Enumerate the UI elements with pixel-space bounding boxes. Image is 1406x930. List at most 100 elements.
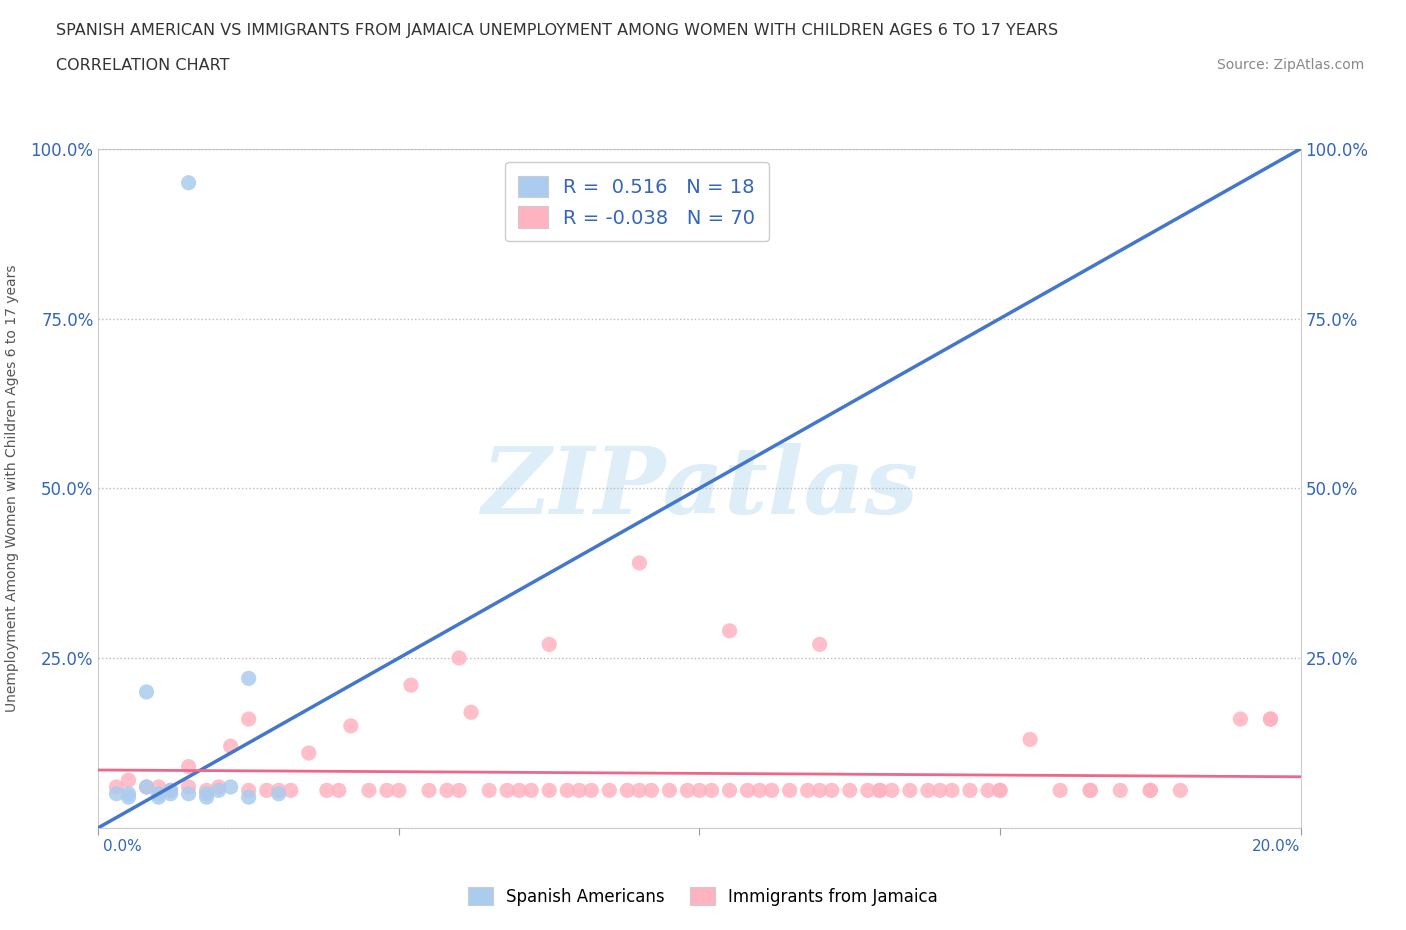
Point — [676, 783, 699, 798]
Point — [117, 773, 139, 788]
Point — [375, 783, 398, 798]
Point — [298, 746, 321, 761]
Point — [105, 779, 128, 794]
Point — [177, 759, 200, 774]
Point — [917, 783, 939, 798]
Point — [616, 783, 638, 798]
Point — [628, 783, 651, 798]
Point — [478, 783, 501, 798]
Point — [267, 787, 290, 802]
Point — [280, 783, 302, 798]
Point — [718, 783, 741, 798]
Point — [135, 779, 157, 794]
Point — [779, 783, 801, 798]
Point — [447, 783, 470, 798]
Point — [929, 783, 952, 798]
Point — [700, 783, 723, 798]
Text: SPANISH AMERICAN VS IMMIGRANTS FROM JAMAICA UNEMPLOYMENT AMONG WOMEN WITH CHILDR: SPANISH AMERICAN VS IMMIGRANTS FROM JAMA… — [56, 23, 1059, 38]
Point — [988, 783, 1011, 798]
Point — [808, 637, 831, 652]
Point — [195, 790, 218, 804]
Point — [135, 779, 157, 794]
Point — [195, 783, 218, 798]
Point — [869, 783, 891, 798]
Point — [328, 783, 350, 798]
Point — [1260, 711, 1282, 726]
Point — [159, 787, 181, 802]
Point — [418, 783, 440, 798]
Point — [959, 783, 981, 798]
Point — [689, 783, 711, 798]
Point — [988, 783, 1011, 798]
Point — [135, 684, 157, 699]
Text: CORRELATION CHART: CORRELATION CHART — [56, 58, 229, 73]
Point — [208, 779, 231, 794]
Text: Source: ZipAtlas.com: Source: ZipAtlas.com — [1216, 58, 1364, 72]
Text: 20.0%: 20.0% — [1253, 839, 1301, 854]
Point — [538, 637, 561, 652]
Point — [555, 783, 578, 798]
Text: 0.0%: 0.0% — [103, 839, 142, 854]
Point — [148, 790, 170, 804]
Point — [148, 787, 170, 802]
Point — [581, 783, 603, 798]
Point — [796, 783, 818, 798]
Point — [737, 783, 759, 798]
Point — [856, 783, 879, 798]
Point — [219, 779, 242, 794]
Point — [208, 783, 231, 798]
Point — [748, 783, 770, 798]
Point — [761, 783, 783, 798]
Point — [898, 783, 921, 798]
Point — [195, 787, 218, 802]
Point — [159, 783, 181, 798]
Point — [508, 783, 530, 798]
Point — [821, 783, 844, 798]
Point — [460, 705, 482, 720]
Point — [238, 783, 260, 798]
Point — [399, 678, 422, 693]
Point — [238, 711, 260, 726]
Legend: R =  0.516   N = 18, R = -0.038   N = 70: R = 0.516 N = 18, R = -0.038 N = 70 — [505, 162, 769, 241]
Point — [148, 779, 170, 794]
Point — [1078, 783, 1101, 798]
Point — [1019, 732, 1042, 747]
Point — [1049, 783, 1071, 798]
Point — [117, 787, 139, 802]
Point — [219, 738, 242, 753]
Point — [718, 623, 741, 638]
Point — [1078, 783, 1101, 798]
Point — [1260, 711, 1282, 726]
Point — [808, 783, 831, 798]
Point — [357, 783, 380, 798]
Point — [315, 783, 337, 798]
Point — [447, 651, 470, 666]
Point — [267, 783, 290, 798]
Point — [520, 783, 543, 798]
Point — [388, 783, 411, 798]
Point — [496, 783, 519, 798]
Point — [177, 779, 200, 794]
Point — [880, 783, 903, 798]
Legend: Spanish Americans, Immigrants from Jamaica: Spanish Americans, Immigrants from Jamai… — [461, 881, 945, 912]
Point — [436, 783, 458, 798]
Point — [941, 783, 963, 798]
Point — [177, 787, 200, 802]
Point — [598, 783, 620, 798]
Point — [869, 783, 891, 798]
Point — [1170, 783, 1192, 798]
Point — [159, 783, 181, 798]
Point — [568, 783, 591, 798]
Point — [640, 783, 662, 798]
Point — [340, 719, 363, 734]
Point — [538, 783, 561, 798]
Point — [1139, 783, 1161, 798]
Point — [238, 671, 260, 685]
Point — [977, 783, 1000, 798]
Point — [238, 790, 260, 804]
Point — [1139, 783, 1161, 798]
Point — [658, 783, 681, 798]
Text: ZIPatlas: ZIPatlas — [481, 444, 918, 533]
Point — [177, 176, 200, 191]
Y-axis label: Unemployment Among Women with Children Ages 6 to 17 years: Unemployment Among Women with Children A… — [6, 264, 20, 712]
